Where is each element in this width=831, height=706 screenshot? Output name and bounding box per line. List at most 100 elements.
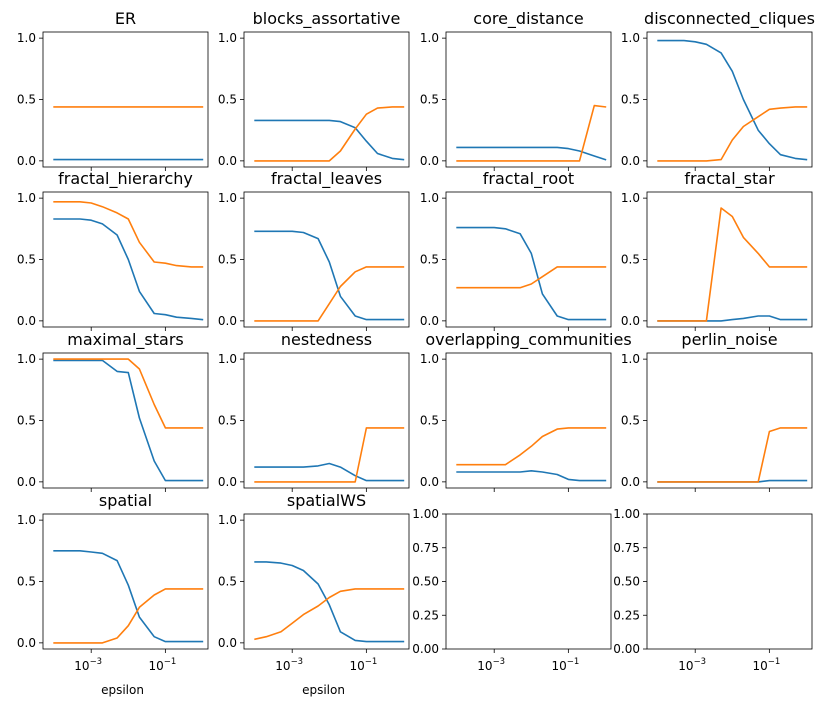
series-line-2 [254, 106, 405, 162]
y-tick-label: 0.5 [420, 253, 439, 267]
y-tick-label: 0.25 [412, 608, 439, 622]
axes-frame [646, 31, 813, 168]
x-tick-base: 10 [477, 659, 492, 673]
axes-frame [445, 513, 612, 650]
series-line-1 [254, 462, 405, 482]
y-tick-label: 0.5 [218, 414, 237, 428]
axes-frame [42, 191, 209, 328]
series-line-1 [657, 39, 808, 161]
x-tick-exponent: −3 [90, 657, 103, 667]
subplot-title: spatial [99, 491, 152, 510]
series-line-2 [254, 427, 405, 483]
subplot-8: fractal_star 0.0 0.5 1.0 [621, 169, 813, 331]
x-tick-label: 10−1 [148, 657, 176, 673]
x-tick-base: 10 [74, 659, 89, 673]
x-tick-label: 10−1 [752, 657, 780, 673]
y-tick-label: 0.5 [17, 253, 36, 267]
y-tick-label: 0.00 [412, 642, 439, 656]
axes-frame [445, 352, 612, 489]
subplot-title: spatialWS [287, 491, 366, 510]
series-line-2 [456, 427, 607, 466]
y-tick-label: 1.00 [613, 507, 640, 521]
y-tick-label: 0.0 [420, 154, 439, 168]
x-tick-label: 10−1 [551, 657, 579, 673]
x-tick-base: 10 [551, 659, 566, 673]
series-line-2 [657, 207, 808, 322]
y-tick-label: 0.5 [420, 93, 439, 107]
y-tick-label: 0.0 [218, 154, 237, 168]
axes-frame [243, 191, 410, 328]
series-line-1 [53, 549, 204, 643]
y-tick-label: 0.0 [17, 475, 36, 489]
subplot-4: disconnected_cliques 0.0 0.5 1.0 [621, 9, 815, 171]
series-line-1 [456, 226, 607, 321]
axes-frame [243, 352, 410, 489]
y-tick-label: 0.5 [17, 414, 36, 428]
y-tick-label: 1.0 [420, 191, 439, 205]
x-tick-exponent: −3 [493, 657, 506, 667]
y-tick-label: 0.0 [17, 314, 36, 328]
y-tick-label: 0.0 [218, 314, 237, 328]
y-tick-label: 0.0 [420, 475, 439, 489]
subplot-title: fractal_hierarchy [58, 169, 193, 189]
y-tick-label: 1.0 [218, 31, 237, 45]
y-tick-label: 0.5 [621, 93, 640, 107]
y-tick-label: 0.50 [412, 575, 439, 589]
y-tick-label: 0.0 [621, 314, 640, 328]
x-tick-exponent: −1 [365, 657, 378, 667]
x-tick-base: 10 [678, 659, 693, 673]
series-line-2 [53, 201, 204, 268]
x-tick-label: 10−3 [678, 657, 706, 673]
subplot-title: nestedness [281, 330, 372, 349]
y-tick-label: 0.5 [621, 414, 640, 428]
subplot-title: blocks_assortative [253, 9, 401, 29]
axes-frame [646, 352, 813, 489]
y-tick-label: 0.5 [218, 253, 237, 267]
subplot-6: fractal_leaves 0.0 0.5 1.0 [218, 169, 410, 331]
y-tick-label: 0.5 [17, 575, 36, 589]
y-tick-label: 0.0 [621, 475, 640, 489]
subplot-7: fractal_root 0.0 0.5 1.0 [420, 169, 612, 331]
y-tick-label: 1.0 [218, 513, 237, 527]
series-line-2 [254, 266, 405, 322]
axes-frame [42, 352, 209, 489]
series-line-2 [456, 104, 607, 162]
series-line-2 [53, 588, 204, 644]
x-tick-exponent: −1 [567, 657, 580, 667]
y-tick-label: 1.0 [621, 191, 640, 205]
y-tick-label: 1.0 [420, 352, 439, 366]
x-tick-base: 10 [275, 659, 290, 673]
subplot-title: fractal_star [684, 169, 775, 189]
y-tick-label: 0.5 [621, 253, 640, 267]
y-tick-label: 0.5 [218, 575, 237, 589]
x-tick-base: 10 [148, 659, 163, 673]
y-tick-label: 1.0 [218, 191, 237, 205]
axes-frame [42, 513, 209, 650]
y-tick-label: 0.0 [218, 636, 237, 650]
subplot-12: perlin_noise 0.0 0.5 1.0 [621, 330, 813, 492]
y-tick-label: 0.0 [621, 154, 640, 168]
y-tick-label: 0.0 [17, 154, 36, 168]
subplot-title: ER [115, 9, 136, 28]
subplot-11: overlapping_communities 0.0 0.5 1.0 [420, 330, 632, 492]
subplot-5: fractal_hierarchy 0.0 0.5 1.0 [17, 169, 209, 331]
y-tick-label: 0.5 [17, 93, 36, 107]
y-tick-label: 1.0 [17, 191, 36, 205]
series-line-2 [254, 588, 405, 641]
subplot-title: core_distance [473, 9, 583, 29]
y-tick-label: 1.0 [17, 31, 36, 45]
series-line-1 [254, 119, 405, 161]
y-tick-label: 0.75 [613, 541, 640, 555]
x-tick-base: 10 [752, 659, 767, 673]
series-line-1 [254, 561, 405, 643]
subplot-9: maximal_stars 0.0 0.5 1.0 [17, 330, 209, 492]
axes-frame [646, 513, 813, 650]
series-line-1 [254, 230, 405, 321]
x-tick-label: 10−1 [349, 657, 377, 673]
series-line-2 [53, 358, 204, 429]
